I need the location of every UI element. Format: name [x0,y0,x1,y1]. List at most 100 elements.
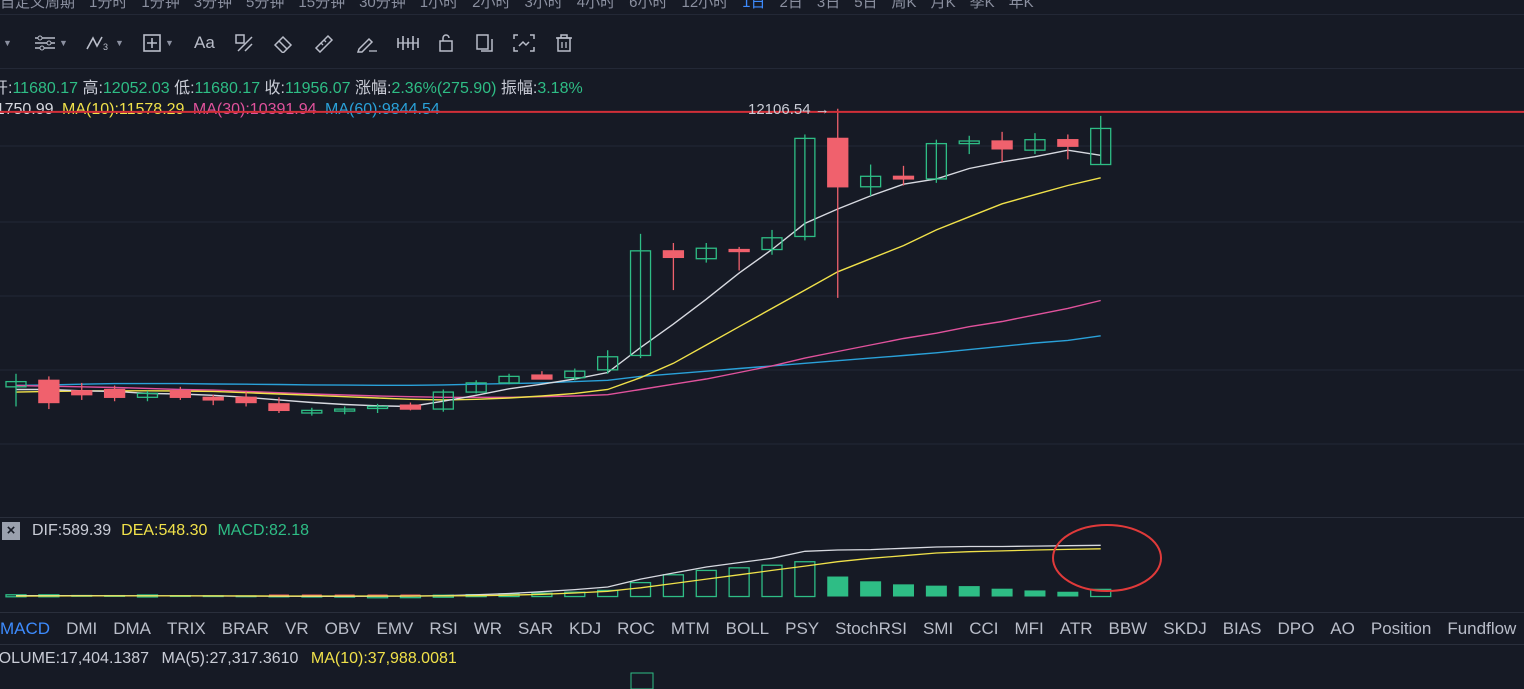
timeframe-item[interactable]: 1分时 [89,0,128,11]
delete-drawings-button[interactable] [554,33,574,53]
annotation-circle [1052,524,1162,592]
copy-button[interactable] [474,33,494,53]
volume-value: VOLUME:17,404.1387 [0,650,149,667]
timeframe-item[interactable]: 6小时 [629,0,668,11]
timeframe-item[interactable]: 12小时 [681,0,729,11]
macd-bar [761,564,783,598]
chart-type-menu[interactable]: ▼ [0,33,12,53]
timeframe-item[interactable]: 季K [969,0,995,11]
indicator-tab-rsi[interactable]: RSI [429,619,458,638]
timeframe-item[interactable]: 月K [930,0,956,11]
indicator-tab-roc[interactable]: ROC [617,619,655,638]
pattern-tool-button[interactable] [234,33,256,53]
ma60-value: MA(60):9844.54 [325,101,440,118]
candle-down [71,390,93,396]
timeframe-item[interactable]: 5日 [854,0,878,11]
timeframe-item[interactable]: 3小时 [524,0,563,11]
indicator-tab-position[interactable]: Position [1370,619,1432,638]
macd-bar [794,561,816,598]
indicator-tab-dma[interactable]: DMA [113,619,152,638]
candle-down [1057,139,1079,147]
indicator-tab-sar[interactable]: SAR [518,619,553,638]
timeframe-item[interactable]: 3分钟 [193,0,233,11]
ruler-button[interactable] [313,33,335,53]
indicator-tab-trix[interactable]: TRIX [167,619,206,638]
candle-up [958,140,980,145]
macd-bar [860,581,882,597]
screenshot-button[interactable] [512,33,536,53]
close-indicator-icon[interactable]: × [2,522,20,540]
indicator-tab-dpo[interactable]: DPO [1277,619,1315,638]
high-price-marker: 12106.54 → [748,101,830,118]
macd-bar [827,576,849,597]
indicator-tab-ao[interactable]: AO [1330,619,1355,638]
dea-value: DEA:548.30 [121,522,208,539]
indicator-tabs: MACD DMI DMA TRIX BRAR VR OBV EMV RSI WR SAR KDJ ROC… [0,619,1524,641]
indicator-tab-vr[interactable]: VR [284,619,309,638]
fib-tool-button[interactable]: 3 ▼ [86,33,124,53]
indicator-tab-macd[interactable]: MACD [0,619,51,638]
timeframe-item[interactable]: 4小时 [576,0,616,11]
macd-bar [892,584,914,597]
macd-bar [564,591,586,598]
timeframe-item[interactable]: 周K [891,0,917,11]
timeframe-item[interactable]: 3日 [816,0,841,11]
indicator-tab-atr[interactable]: ATR [1059,619,1093,638]
timeframe-item[interactable]: 2日 [779,0,803,11]
indicator-tab-emv[interactable]: EMV [376,619,414,638]
volume-ma5: MA(5):27,317.3610 [161,650,299,667]
candle-down [169,390,192,398]
timeframe-item[interactable]: 自定义周期 [0,0,76,11]
text-tool-button[interactable]: Aa [194,33,215,53]
indicator-tab-stochrsi[interactable]: StochRSI [835,619,907,638]
ma10-value: MA(10):11578.29 [62,101,185,118]
candle-down [531,374,553,380]
chevron-down-icon: ▼ [115,38,124,48]
macd-bar [1024,590,1046,597]
eraser-button[interactable] [272,33,294,53]
candle-up [432,391,454,410]
timeframe-item[interactable]: 年K [1008,0,1034,11]
candle-down [991,140,1013,150]
change-value: 2.36%(275.90) [391,80,497,97]
timeframe-item[interactable]: 30分钟 [359,0,406,11]
indicator-tab-bbw[interactable]: BBW [1108,619,1148,638]
indicator-settings-icon [35,35,55,51]
indicator-tab-skdj[interactable]: SKDJ [1163,619,1207,638]
indicator-tab-brar[interactable]: BRAR [221,619,269,638]
indicator-tab-psy[interactable]: PSY [785,619,820,638]
indicator-tab-kdj[interactable]: KDJ [569,619,602,638]
macd-bar [958,586,980,597]
indicator-tab-fundflow[interactable]: Fundflow [1447,619,1517,638]
indicator-tab-boll[interactable]: BOLL [725,619,770,638]
macd-bar [597,589,619,598]
indicator-tab-smi[interactable]: SMI [922,619,954,638]
indicator-tab-mfi[interactable]: MFI [1014,619,1044,638]
indicator-tab-wr[interactable]: WR [473,619,503,638]
macd-legend: × DIF:589.39 DEA:548.30 MACD:82.18 [0,521,309,541]
lock-button[interactable] [437,33,455,53]
ma10-line [15,177,1101,401]
indicator-settings-button[interactable]: ▼ [34,33,68,53]
timeframe-item[interactable]: 1日 [742,0,766,11]
candle-down [268,403,290,412]
indicator-tab-obv[interactable]: OBV [324,619,361,638]
timeframe-item[interactable]: 15分钟 [298,0,346,11]
brush-button[interactable] [355,33,379,53]
indicator-tab-cci[interactable]: CCI [969,619,999,638]
fib-icon: 3 [86,36,108,52]
ma60-line [15,335,1101,387]
timeframe-item[interactable]: 1分钟 [141,0,180,11]
ma5-line [16,149,1101,408]
timeframe-item[interactable]: 5分钟 [246,0,285,11]
candle-up [794,137,816,238]
measure-button[interactable] [396,33,420,53]
lock-icon [439,34,453,52]
timeframe-item[interactable]: 2小时 [472,0,511,11]
timeframe-item[interactable]: 1小时 [419,0,459,11]
indicator-tab-mtm[interactable]: MTM [670,619,710,638]
crosshair-button[interactable]: ▼ [142,33,174,53]
indicator-tab-bias[interactable]: BIAS [1222,619,1262,638]
indicator-tab-dmi[interactable]: DMI [66,619,98,638]
